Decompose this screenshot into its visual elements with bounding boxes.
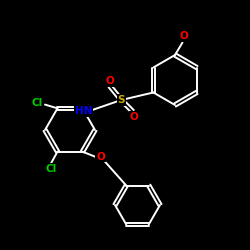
Text: S: S [118,95,125,105]
Text: O: O [130,112,138,122]
Text: Cl: Cl [46,164,57,174]
Text: HN: HN [75,106,92,116]
Text: O: O [96,152,105,162]
Text: O: O [180,31,188,41]
Text: Cl: Cl [32,98,43,108]
Text: O: O [106,76,114,86]
